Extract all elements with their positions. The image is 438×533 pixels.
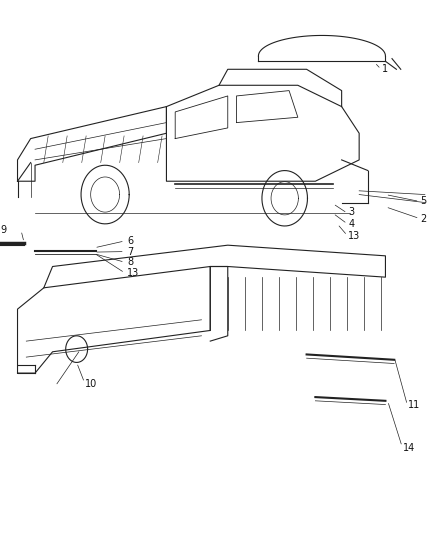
Text: 8: 8 bbox=[127, 257, 133, 267]
Text: 1: 1 bbox=[382, 64, 388, 74]
Text: 7: 7 bbox=[127, 247, 133, 256]
Text: 13: 13 bbox=[127, 268, 139, 278]
Text: 3: 3 bbox=[348, 207, 354, 217]
Text: 9: 9 bbox=[0, 225, 6, 235]
Text: 2: 2 bbox=[420, 214, 427, 223]
Text: 10: 10 bbox=[85, 379, 98, 389]
Text: 6: 6 bbox=[127, 236, 133, 246]
Text: 11: 11 bbox=[408, 400, 420, 410]
Text: 5: 5 bbox=[420, 197, 427, 206]
Text: 4: 4 bbox=[348, 219, 354, 229]
Text: 14: 14 bbox=[403, 443, 415, 453]
Text: 13: 13 bbox=[348, 231, 360, 240]
